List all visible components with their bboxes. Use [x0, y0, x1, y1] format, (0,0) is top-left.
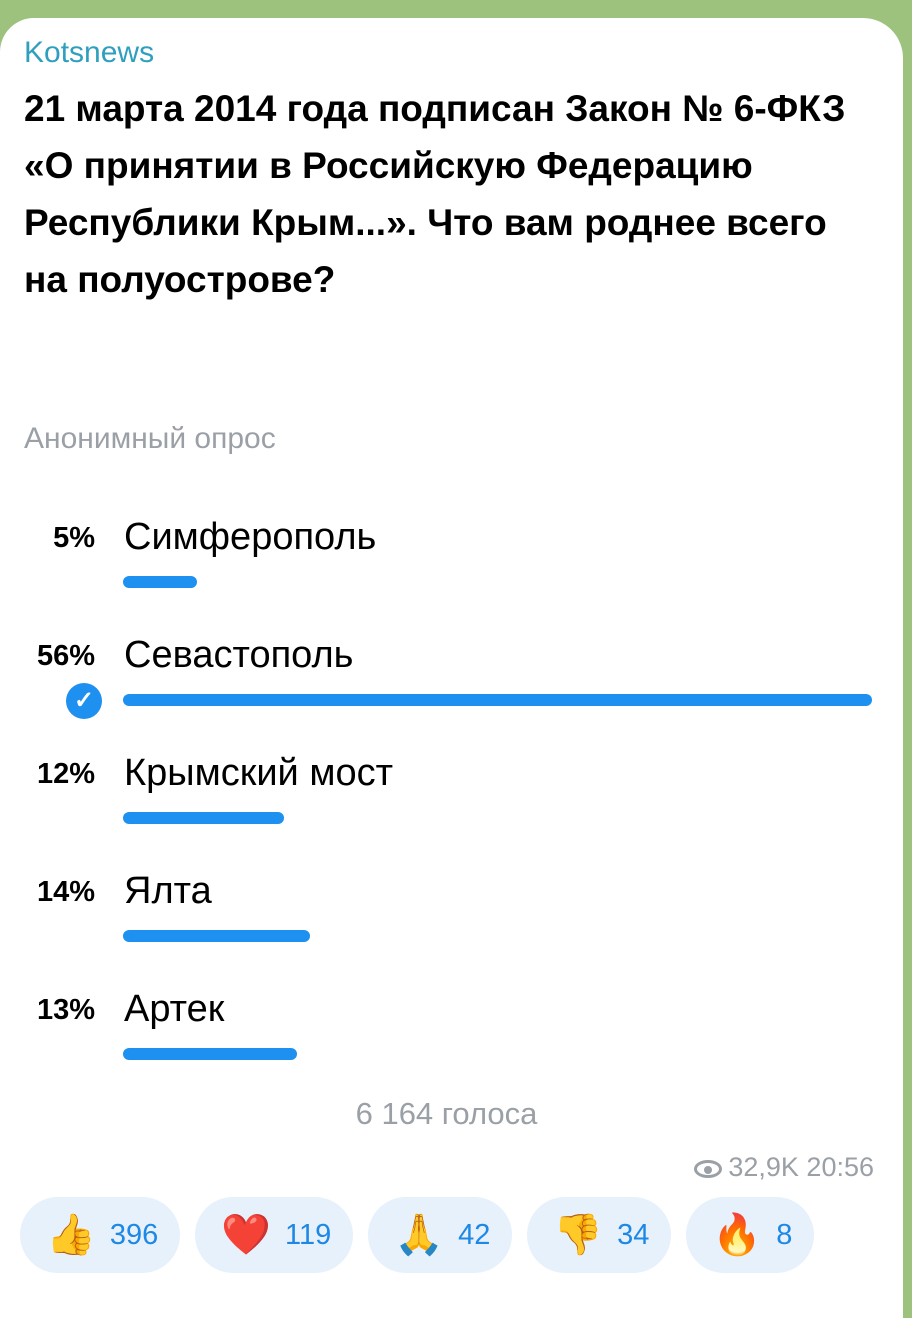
praying-hands-icon: 🙏	[394, 1213, 445, 1257]
reaction-count: 396	[109, 1218, 159, 1251]
poll-option[interactable]: 13% Артек	[0, 980, 903, 1080]
reaction-praying-hands[interactable]: 🙏 42	[368, 1197, 513, 1273]
option-label: Крымский мост	[124, 752, 394, 794]
option-result-bar	[123, 930, 311, 942]
poll-option[interactable]: 12% Крымский мост	[0, 744, 903, 844]
reaction-fire[interactable]: 🔥 8	[686, 1197, 815, 1273]
option-label: Артек	[124, 988, 225, 1030]
option-result-bar	[123, 812, 284, 824]
option-label: Симферополь	[124, 516, 377, 558]
message-time: 20:56	[806, 1152, 874, 1182]
option-result-bar	[123, 1048, 297, 1060]
reaction-heart[interactable]: ❤️ 119	[195, 1197, 354, 1273]
option-percent: 5%	[53, 522, 95, 554]
option-percent: 12%	[36, 758, 95, 790]
heart-icon: ❤️	[221, 1213, 272, 1257]
option-label: Севастополь	[124, 634, 354, 676]
reaction-count: 34	[617, 1218, 650, 1251]
option-result-bar	[123, 694, 872, 706]
poll-question: 21 марта 2014 года подписан Закон № 6-ФК…	[24, 88, 846, 300]
message-bubble	[0, 18, 903, 1318]
eye-icon	[694, 1160, 723, 1178]
reactions-bar: 👍 396 ❤️ 119 🙏 42 👎 34 🔥 8	[20, 1197, 815, 1273]
reaction-thumbs-up[interactable]: 👍 396	[20, 1197, 181, 1273]
option-result-bar	[123, 576, 197, 588]
thumbs-down-icon: 👎	[553, 1213, 604, 1257]
poll-option[interactable]: 56% Севастополь ✓	[0, 626, 903, 726]
vote-count[interactable]: 6 164 голоса	[355, 1096, 538, 1131]
channel-name[interactable]: Kotsnews	[24, 36, 155, 69]
option-label: Ялта	[124, 870, 212, 912]
reaction-thumbs-down[interactable]: 👎 34	[527, 1197, 672, 1273]
option-percent: 56%	[36, 640, 95, 672]
views-count: 32,9K	[728, 1152, 799, 1182]
poll-type: Анонимный опрос	[24, 422, 276, 455]
reaction-count: 8	[776, 1218, 793, 1251]
fire-icon: 🔥	[712, 1213, 763, 1257]
thumbs-up-icon: 👍	[46, 1213, 96, 1257]
poll-option[interactable]: 14% Ялта	[0, 862, 903, 962]
option-percent: 14%	[36, 876, 95, 908]
message-meta: 32,9K 20:56	[694, 1152, 874, 1183]
checkmark-icon: ✓	[66, 683, 102, 719]
reaction-count: 119	[285, 1218, 332, 1251]
option-percent: 13%	[36, 994, 95, 1026]
poll-option[interactable]: 5% Симферополь	[0, 508, 903, 608]
reaction-count: 42	[458, 1218, 491, 1251]
